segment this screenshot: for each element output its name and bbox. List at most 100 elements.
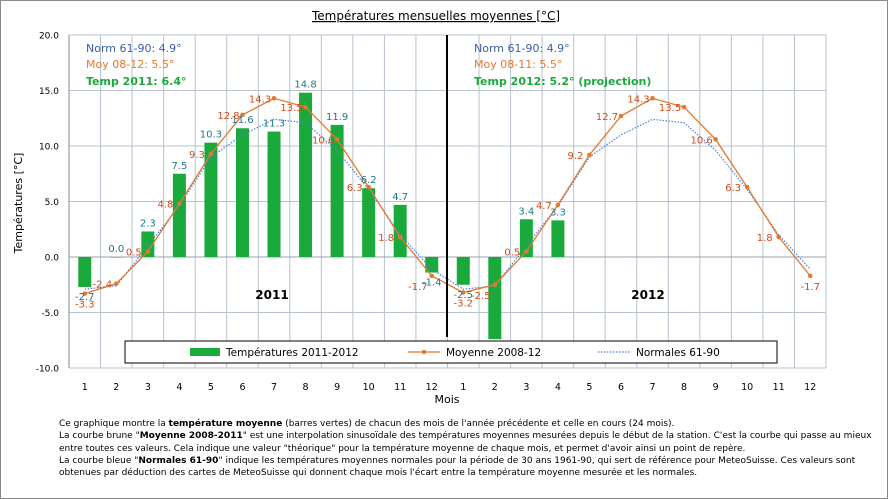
moyenne-value-label: 10.6 bbox=[690, 135, 712, 146]
note-text: (barres vertes) de chacun des mois de l'… bbox=[282, 419, 675, 429]
y-tick-label: 5.0 bbox=[45, 198, 60, 208]
x-tick-label: 11 bbox=[773, 382, 785, 393]
temperature-bar bbox=[551, 220, 565, 257]
y-tick-labels: 20.0 15.0 10.0 5.0 0.0 -5.0 -10.0 bbox=[36, 32, 60, 375]
moyenne-value-label: 0.5 bbox=[504, 247, 520, 258]
moyenne-value-label: 12.7 bbox=[596, 112, 618, 123]
x-tick-label: 11 bbox=[394, 382, 406, 393]
note-bold-text: température moyenne bbox=[168, 419, 283, 429]
y-tick-label: -10.0 bbox=[36, 365, 60, 375]
moyenne-marker bbox=[334, 137, 340, 142]
bar-value-label: 14.8 bbox=[294, 80, 316, 91]
y-tick-label: 10.0 bbox=[39, 143, 59, 153]
bar-value-label: 7.5 bbox=[171, 161, 187, 172]
moyenne-marker bbox=[524, 249, 529, 254]
moyenne-value-label: 14.3 bbox=[249, 94, 271, 105]
temperature-bar bbox=[456, 257, 470, 285]
bar-value-label: 3.4 bbox=[518, 206, 534, 217]
bar-series bbox=[78, 92, 565, 340]
x-tick-label: 6 bbox=[239, 382, 245, 393]
explanation-note: Ce graphique montre la température moyen… bbox=[59, 418, 879, 479]
x-tick-label: 3 bbox=[145, 382, 151, 393]
temperature-bar bbox=[330, 124, 344, 257]
x-tick-label: 2 bbox=[113, 382, 119, 393]
x-tick-label: 8 bbox=[303, 382, 309, 393]
moyenne-marker bbox=[618, 113, 624, 119]
moyenne-marker bbox=[114, 281, 119, 286]
moyenne-marker bbox=[807, 273, 813, 279]
temperature-bar bbox=[299, 92, 313, 257]
moyenne-value-label: 12.8 bbox=[217, 111, 239, 122]
x-tick-label: 3 bbox=[523, 382, 529, 393]
x-tick-label: 1 bbox=[460, 382, 466, 393]
note-bold-text: Normales 61-90 bbox=[138, 455, 219, 466]
note-text: Ce graphique montre la bbox=[59, 419, 169, 429]
moyenne-marker bbox=[492, 282, 498, 288]
temperature-bar bbox=[172, 173, 186, 257]
note-text: " est une interpolation sinusoïdale des … bbox=[59, 431, 872, 454]
bar-value-label: 6.2 bbox=[361, 175, 377, 186]
note-bold-text: Moyenne 2008-2011 bbox=[139, 431, 243, 442]
temperature-bar bbox=[109, 257, 123, 258]
legend-norm-label: Normales 61-90 bbox=[636, 347, 720, 359]
note-paragraph-3: La courbe bleue "Normales 61-90" indique… bbox=[59, 455, 879, 480]
moyenne-value-label: -3.2 bbox=[454, 299, 474, 310]
year1-label: 2011 bbox=[255, 288, 288, 302]
x-axis-label: Mois bbox=[434, 393, 459, 406]
x-tick-label: 5 bbox=[586, 382, 592, 393]
moyenne-value-label: 14.3 bbox=[627, 94, 649, 105]
note-text: " indique les températures moyennes norm… bbox=[59, 455, 856, 479]
bar-value-label: 11.6 bbox=[231, 115, 253, 126]
moyenne-marker bbox=[429, 273, 435, 279]
bar-value-label: 11.3 bbox=[263, 119, 285, 130]
moyenne-value-label: 13.5 bbox=[280, 103, 302, 114]
note-text: La courbe brune " bbox=[59, 431, 140, 442]
year2-label: 2012 bbox=[631, 288, 664, 302]
moyenne-value-label: 0.5 bbox=[126, 247, 142, 258]
x-tick-label: 12 bbox=[804, 382, 816, 393]
legend-bar-label: Températures 2011-2012 bbox=[225, 347, 359, 359]
moyenne-value-label: 1.8 bbox=[757, 233, 773, 244]
moyenne-value-label: 6.3 bbox=[725, 183, 741, 194]
x-tick-label: 9 bbox=[713, 382, 719, 393]
y-tick-label: 20.0 bbox=[39, 32, 59, 42]
x-tick-label: 4 bbox=[176, 382, 182, 393]
moyenne-value-label: 4.7 bbox=[536, 201, 552, 212]
bar-value-label: -2.7 bbox=[75, 292, 95, 303]
bar-value-label: 2.3 bbox=[140, 218, 156, 229]
moyenne-marker bbox=[776, 234, 781, 240]
legend-bar-swatch bbox=[190, 348, 220, 356]
x-tick-label: 12 bbox=[426, 382, 438, 393]
temperature-bar bbox=[393, 204, 407, 257]
temperature-bar bbox=[204, 142, 218, 257]
note-paragraph-2: La courbe brune "Moyenne 2008-2011" est … bbox=[59, 430, 879, 455]
moyenne-marker bbox=[397, 234, 403, 240]
bar-value-label: 0.0 bbox=[108, 244, 124, 255]
moyenne-marker bbox=[555, 202, 561, 208]
bar-value-label: -1.4 bbox=[422, 278, 442, 289]
year1-moy-text: Moy 08-12: 5.5° bbox=[86, 58, 174, 71]
year2-moy-text: Moy 08-11: 5.5° bbox=[474, 58, 562, 71]
moyenne-value-label: 9.3 bbox=[189, 150, 205, 161]
moyenne-value-label: 9.2 bbox=[567, 151, 583, 162]
year1-temp-text: Temp 2011: 6.4° bbox=[86, 75, 187, 88]
x-tick-label: 10 bbox=[741, 382, 753, 393]
temperature-bar bbox=[235, 128, 249, 257]
temperature-bar bbox=[78, 257, 92, 287]
moyenne-marker bbox=[587, 152, 592, 158]
moyenne-value-label: 6.3 bbox=[347, 183, 363, 194]
legend-moy-marker bbox=[421, 349, 427, 355]
moyenne-value-label: 1.8 bbox=[378, 233, 394, 244]
x-tick-label: 7 bbox=[271, 382, 277, 393]
moyenne-marker bbox=[303, 104, 308, 110]
y-tick-label: 0.0 bbox=[45, 254, 60, 264]
temperature-bar bbox=[425, 257, 439, 273]
x-tick-label: 8 bbox=[681, 382, 687, 393]
bar-value-label: 11.9 bbox=[326, 112, 348, 123]
temperature-bar bbox=[267, 131, 281, 257]
y-tick-label: 15.0 bbox=[39, 87, 59, 97]
moyenne-marker bbox=[681, 104, 687, 110]
moyenne-value-label: -3.3 bbox=[75, 300, 95, 311]
bar-value-label: 4.7 bbox=[392, 192, 408, 203]
